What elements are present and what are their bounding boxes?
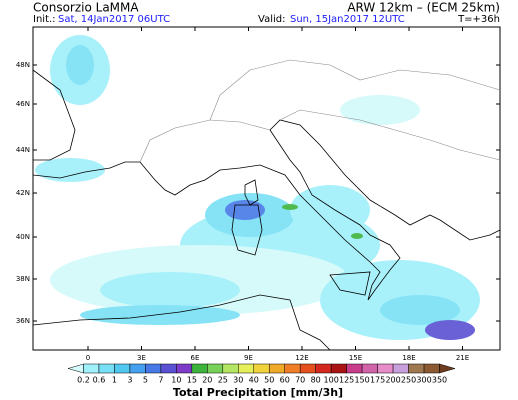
lat-label: 44N	[16, 146, 30, 154]
colorbar-box	[361, 363, 378, 374]
colorbar-box	[330, 363, 347, 374]
map-area	[32, 26, 501, 351]
lon-label: 0	[86, 354, 90, 362]
model: ARW 12km – (ECM 25km)	[347, 1, 500, 15]
colorbar-label: 350	[432, 376, 447, 385]
lon-label: 12E	[295, 354, 308, 362]
lon-label: 15E	[349, 354, 362, 362]
colorbar-label: 125	[339, 376, 354, 385]
colorbar-box	[160, 363, 177, 374]
colorbar-label: 20	[202, 376, 212, 385]
colorbar-label: 1	[112, 376, 117, 385]
coastlines	[32, 69, 501, 351]
lon-label: 9E	[244, 354, 253, 362]
colorbar-label: 0.6	[93, 376, 106, 385]
lat-label: 46N	[16, 100, 30, 108]
colorbar-label: 40	[249, 376, 259, 385]
colorbar-label: 0.2	[77, 376, 90, 385]
valid-label: Valid:	[258, 14, 285, 25]
colorbar-box	[299, 363, 316, 374]
colorbar-box	[83, 363, 100, 374]
colorbar-label: 80	[311, 376, 321, 385]
colorbar-label: 150	[354, 376, 369, 385]
colorbar-label: 100	[324, 376, 339, 385]
lat-label: 42N	[16, 189, 30, 197]
colorbar-label: 7	[158, 376, 163, 385]
lat-label: 38N	[16, 275, 30, 283]
colorbar-label: 3	[127, 376, 132, 385]
colorbar-box	[114, 363, 131, 374]
lon-label: 21E	[456, 354, 469, 362]
colorbar-box	[284, 363, 301, 374]
colorbar-label: 30	[233, 376, 243, 385]
colorbar-label: 25	[218, 376, 228, 385]
axes: 48N 46N 44N 42N 40N 38N 36N 0 3E 6E 9E 12E 15E 18E 21E	[16, 27, 500, 362]
colorbar-box	[423, 363, 440, 374]
colorbar-label: 15	[187, 376, 197, 385]
colorbar-box	[98, 363, 115, 374]
borders	[139, 59, 501, 163]
colorbar-box	[392, 363, 409, 374]
init-label: Init.:	[33, 14, 56, 25]
colorbar-end	[439, 363, 456, 374]
colorbar-label: 300	[416, 376, 431, 385]
lon-label: 18E	[402, 354, 415, 362]
colorbar-title: Total Precipitation [mm/3h]	[173, 386, 343, 399]
colorbar-label: 60	[280, 376, 290, 385]
colorbar-label: 50	[264, 376, 274, 385]
lat-label: 40N	[16, 233, 30, 241]
colorbar-label: 70	[295, 376, 305, 385]
organization: Consorzio LaMMA	[33, 1, 139, 15]
colorbar-box	[315, 363, 332, 374]
colorbar-box	[207, 363, 224, 374]
colorbar-box	[268, 363, 285, 374]
colorbar-box	[191, 363, 208, 374]
colorbar-end	[67, 363, 84, 374]
colorbar-label: 250	[401, 376, 416, 385]
colorbar-box	[377, 363, 394, 374]
colorbar-label: 175	[370, 376, 385, 385]
colorbar-box	[145, 363, 162, 374]
colorbar-label: 5	[143, 376, 148, 385]
lat-label: 48N	[16, 61, 30, 69]
colorbar-box	[408, 363, 425, 374]
colorbar-box	[238, 363, 255, 374]
valid-value: Sun, 15Jan2017 12UTC	[290, 14, 405, 25]
init-value: Sat, 14Jan2017 06UTC	[58, 14, 170, 25]
colorbar-label: 200	[385, 376, 400, 385]
colorbar-box	[129, 363, 146, 374]
colorbar: 0.2 0.6 1 3 5 7 10 15 20 25 30 40 50 60 70 80 100 125 150 1…	[67, 363, 456, 385]
lon-label: 6E	[191, 354, 200, 362]
colorbar-label: 10	[171, 376, 181, 385]
colorbar-box	[346, 363, 363, 374]
colorbar-box	[176, 363, 193, 374]
lat-label: 36N	[16, 317, 30, 325]
colorbar-box	[253, 363, 270, 374]
lead-time: T=+36h	[457, 14, 500, 25]
lon-label: 3E	[137, 354, 146, 362]
colorbar-box	[222, 363, 239, 374]
